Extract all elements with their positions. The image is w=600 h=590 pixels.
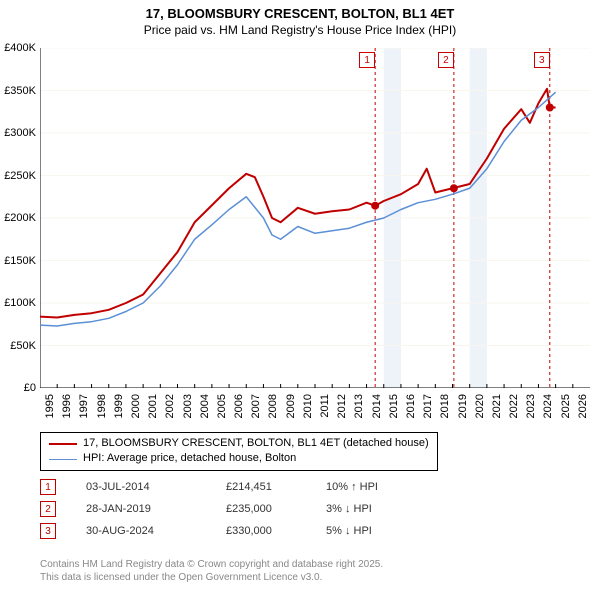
y-tick-label: £50K: [10, 340, 36, 352]
title-block: 17, BLOOMSBURY CRESCENT, BOLTON, BL1 4ET…: [0, 0, 600, 38]
sale-diff: 5% ↓ HPI: [326, 525, 446, 537]
title-subtitle: Price paid vs. HM Land Registry's House …: [0, 23, 600, 39]
x-tick-label: 1995: [44, 394, 56, 418]
x-tick-label: 2016: [405, 394, 417, 418]
y-axis-labels: £0£50K£100K£150K£200K£250K£300K£350K£400…: [0, 48, 38, 388]
legend-label: 17, BLOOMSBURY CRESCENT, BOLTON, BL1 4ET…: [83, 436, 429, 451]
sale-row: 2 28-JAN-2019£235,0003% ↓ HPI: [40, 498, 446, 520]
sale-date: 28-JAN-2019: [86, 503, 226, 515]
y-tick-label: £100K: [4, 297, 36, 309]
footer-line1: Contains HM Land Registry data © Crown c…: [40, 558, 383, 571]
footer-line2: This data is licensed under the Open Gov…: [40, 571, 383, 584]
sale-date: 03-JUL-2014: [86, 481, 226, 493]
x-tick-label: 1999: [113, 394, 125, 418]
x-tick-label: 2010: [302, 394, 314, 418]
x-tick-label: 2011: [319, 394, 331, 418]
sale-marker-box: 2: [40, 501, 56, 517]
legend-label: HPI: Average price, detached house, Bolt…: [83, 451, 296, 466]
y-tick-label: £150K: [4, 255, 36, 267]
sale-price: £330,000: [226, 525, 326, 537]
x-tick-label: 2018: [439, 394, 451, 418]
legend: 17, BLOOMSBURY CRESCENT, BOLTON, BL1 4ET…: [40, 432, 438, 471]
sale-marker-box: 3: [40, 523, 56, 539]
x-tick-label: 2024: [542, 394, 554, 418]
x-tick-label: 2000: [130, 394, 142, 418]
x-tick-label: 2019: [457, 394, 469, 418]
legend-item: HPI: Average price, detached house, Bolt…: [49, 451, 429, 466]
x-tick-label: 2002: [164, 394, 176, 418]
sale-price: £235,000: [226, 503, 326, 515]
x-tick-label: 2015: [388, 394, 400, 418]
footer: Contains HM Land Registry data © Crown c…: [40, 558, 383, 584]
sale-marker-3: 3: [534, 52, 550, 68]
x-tick-label: 2021: [491, 394, 503, 418]
x-tick-label: 2001: [147, 394, 159, 418]
x-tick-label: 1998: [96, 394, 108, 418]
x-tick-label: 2004: [199, 394, 211, 418]
y-tick-label: £0: [24, 382, 36, 394]
chart-container: 17, BLOOMSBURY CRESCENT, BOLTON, BL1 4ET…: [0, 0, 600, 590]
x-tick-label: 2008: [267, 394, 279, 418]
x-tick-label: 2014: [371, 394, 383, 418]
sale-marker-1: 1: [359, 52, 375, 68]
x-axis-labels: 1995 1996 1997 1998 1999 2000 2001 2002 2003 2004…: [40, 392, 590, 432]
y-tick-label: £300K: [4, 127, 36, 139]
y-tick-label: £400K: [4, 42, 36, 54]
x-tick-label: 2017: [422, 394, 434, 418]
x-tick-label: 2020: [474, 394, 486, 418]
legend-swatch: [49, 459, 77, 460]
x-tick-label: 2009: [285, 394, 297, 418]
sale-row: 1 03-JUL-2014£214,45110% ↑ HPI: [40, 476, 446, 498]
legend-item: 17, BLOOMSBURY CRESCENT, BOLTON, BL1 4ET…: [49, 436, 429, 451]
sale-row: 3 30-AUG-2024£330,0005% ↓ HPI: [40, 520, 446, 542]
x-tick-label: 2005: [216, 394, 228, 418]
x-tick-label: 2012: [336, 394, 348, 418]
x-tick-label: 2023: [525, 394, 537, 418]
title-address: 17, BLOOMSBURY CRESCENT, BOLTON, BL1 4ET: [0, 6, 600, 23]
sale-marker-box: 1: [40, 479, 56, 495]
sale-date: 30-AUG-2024: [86, 525, 226, 537]
y-tick-label: £250K: [4, 170, 36, 182]
x-tick-label: 2003: [182, 394, 194, 418]
y-tick-label: £200K: [4, 212, 36, 224]
x-tick-label: 2007: [250, 394, 262, 418]
x-tick-label: 2026: [577, 394, 589, 418]
sale-diff: 10% ↑ HPI: [326, 481, 446, 493]
x-tick-label: 1996: [61, 394, 73, 418]
x-tick-label: 2025: [560, 394, 572, 418]
x-tick-label: 1997: [78, 394, 90, 418]
chart-area: 1 2 3: [40, 48, 590, 388]
sale-marker-2: 2: [438, 52, 454, 68]
x-tick-label: 2022: [508, 394, 520, 418]
sale-diff: 3% ↓ HPI: [326, 503, 446, 515]
sales-table: 1 03-JUL-2014£214,45110% ↑ HPI 2 28-JAN-201…: [40, 476, 446, 542]
x-tick-label: 2013: [353, 394, 365, 418]
legend-swatch: [49, 443, 77, 445]
sale-price: £214,451: [226, 481, 326, 493]
y-tick-label: £350K: [4, 85, 36, 97]
x-tick-label: 2006: [233, 394, 245, 418]
chart-svg: [40, 48, 590, 388]
